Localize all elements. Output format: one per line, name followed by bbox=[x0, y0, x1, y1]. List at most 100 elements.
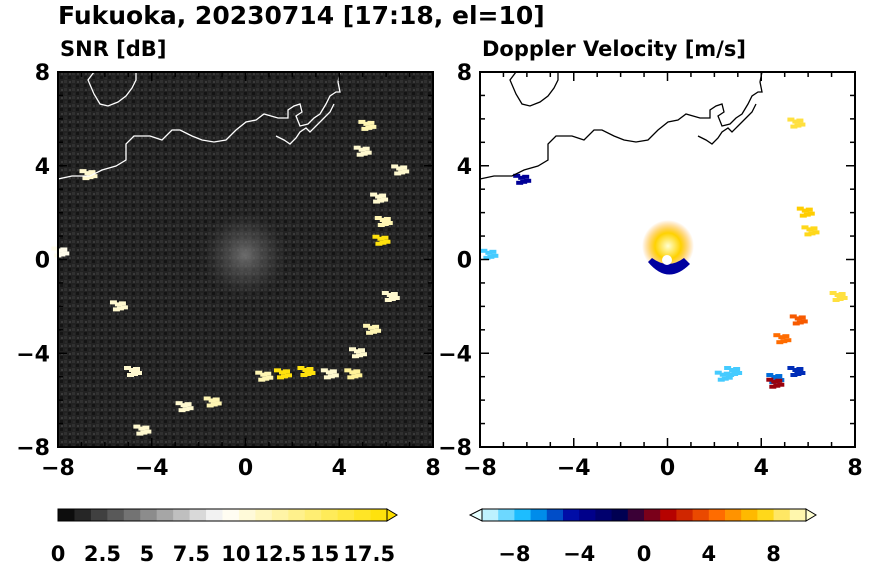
snr-colorbar-segment bbox=[58, 509, 75, 521]
snr-echoes bbox=[51, 119, 410, 436]
snr-colorbar-segment bbox=[288, 509, 306, 521]
doppler-echo bbox=[522, 174, 530, 179]
doppler-ground-clutter bbox=[642, 220, 694, 275]
doppler-panel: Doppler Velocity [m/s] −8 −4 0 4 8 8 4 0 −4 −8 bbox=[438, 37, 862, 481]
snr-echo bbox=[362, 146, 370, 151]
snr-echo bbox=[386, 293, 394, 297]
snr-echo bbox=[381, 291, 389, 295]
doppler-colorbar-tick-label: 8 bbox=[766, 542, 781, 566]
doppler-echo bbox=[792, 119, 800, 124]
doppler-x-tick-label: 8 bbox=[847, 456, 862, 481]
snr-colorbar-segment bbox=[107, 509, 125, 521]
snr-colorbar-segment bbox=[222, 509, 240, 521]
doppler-echo bbox=[794, 316, 802, 321]
snr-echo bbox=[182, 407, 190, 412]
snr-colorbar-frame bbox=[57, 508, 388, 522]
doppler-echo bbox=[775, 378, 783, 383]
snr-echo bbox=[377, 223, 385, 227]
doppler-colorbar-segment bbox=[660, 509, 677, 521]
doppler-colorbar-segment bbox=[611, 509, 629, 521]
doppler-echo bbox=[801, 208, 809, 213]
doppler-echo bbox=[794, 372, 802, 376]
snr-echo bbox=[208, 398, 216, 403]
doppler-echo bbox=[480, 248, 488, 253]
doppler-echo bbox=[721, 376, 729, 381]
snr-colorbar-segment bbox=[255, 509, 273, 521]
doppler-echo bbox=[796, 320, 804, 325]
doppler-echo bbox=[787, 366, 795, 370]
snr-echo bbox=[358, 348, 365, 353]
snr-echo bbox=[383, 217, 391, 221]
doppler-echo bbox=[524, 178, 532, 183]
snr-echo bbox=[285, 373, 292, 378]
doppler-echo bbox=[832, 298, 840, 302]
figure-title: Fukuoka, 20230714 [17:18, el=10] bbox=[58, 1, 545, 30]
snr-echo bbox=[109, 300, 117, 305]
snr-y-tick-label: 4 bbox=[35, 155, 50, 180]
snr-echo bbox=[364, 150, 372, 155]
snr-echo bbox=[356, 152, 364, 157]
snr-echo bbox=[79, 169, 87, 174]
doppler-echo bbox=[780, 339, 788, 344]
snr-echo bbox=[374, 328, 382, 333]
doppler-colorbar-extend-max bbox=[805, 508, 817, 522]
doppler-echo bbox=[796, 206, 804, 211]
doppler-echo bbox=[766, 377, 774, 382]
snr-colorbar-segment bbox=[123, 509, 141, 521]
snr-echo bbox=[274, 368, 281, 373]
snr-echo bbox=[144, 429, 152, 434]
doppler-echo bbox=[806, 227, 814, 232]
snr-echo bbox=[82, 176, 90, 181]
snr-echo bbox=[391, 164, 399, 169]
snr-echo bbox=[363, 121, 371, 126]
snr-echo bbox=[368, 325, 376, 330]
snr-x-tick-label: 4 bbox=[332, 456, 347, 481]
snr-colorbar-segment bbox=[354, 509, 371, 521]
snr-echo bbox=[320, 368, 328, 373]
snr-echo bbox=[379, 218, 387, 222]
doppler-echo bbox=[719, 372, 727, 377]
snr-echo bbox=[329, 369, 337, 374]
snr-echo bbox=[355, 373, 363, 378]
doppler-colorbar-segment bbox=[546, 509, 564, 521]
snr-echo bbox=[377, 236, 385, 241]
snr-echo bbox=[131, 372, 138, 376]
snr-colorbar-segment bbox=[238, 509, 256, 521]
doppler-colorbar-segment bbox=[644, 509, 661, 521]
doppler-colorbar-extend-min bbox=[468, 508, 483, 522]
doppler-x-tick-label: −4 bbox=[557, 456, 591, 481]
doppler-colorbar-segment bbox=[676, 509, 693, 521]
snr-colorbar-segment bbox=[271, 509, 289, 521]
snr-echo bbox=[353, 369, 361, 374]
doppler-y-tick-label: −8 bbox=[438, 436, 472, 461]
snr-x-tick-label: 8 bbox=[425, 456, 440, 481]
doppler-echo bbox=[766, 373, 774, 378]
doppler-echo bbox=[792, 321, 800, 326]
snr-echo bbox=[381, 197, 389, 202]
doppler-echo bbox=[836, 297, 844, 301]
snr-colorbar-tick-label: 10 bbox=[221, 542, 250, 566]
snr-x-tick-label: −4 bbox=[135, 456, 169, 481]
snr-x-tick-label: −8 bbox=[41, 456, 75, 481]
snr-echo bbox=[400, 165, 408, 170]
snr-echo bbox=[180, 403, 188, 408]
doppler-echo bbox=[483, 255, 491, 260]
doppler-colorbar-segment bbox=[708, 509, 726, 521]
snr-echo bbox=[138, 426, 146, 431]
doppler-echo bbox=[796, 367, 804, 371]
doppler-colorbar-segment bbox=[514, 509, 531, 521]
snr-coastline bbox=[57, 71, 341, 180]
snr-colorbar-segment bbox=[173, 509, 190, 521]
doppler-echo bbox=[731, 372, 739, 376]
snr-echo bbox=[62, 251, 70, 256]
doppler-echo bbox=[805, 207, 813, 212]
doppler-echo bbox=[778, 335, 786, 340]
doppler-echo bbox=[735, 371, 743, 375]
snr-echo bbox=[127, 373, 134, 377]
doppler-colorbar-tick-label: −4 bbox=[563, 542, 595, 566]
snr-echo bbox=[390, 292, 398, 296]
doppler-clutter-warm bbox=[642, 220, 694, 272]
snr-echo bbox=[331, 373, 339, 378]
doppler-coastline-port bbox=[697, 103, 757, 145]
snr-echo bbox=[114, 302, 122, 307]
